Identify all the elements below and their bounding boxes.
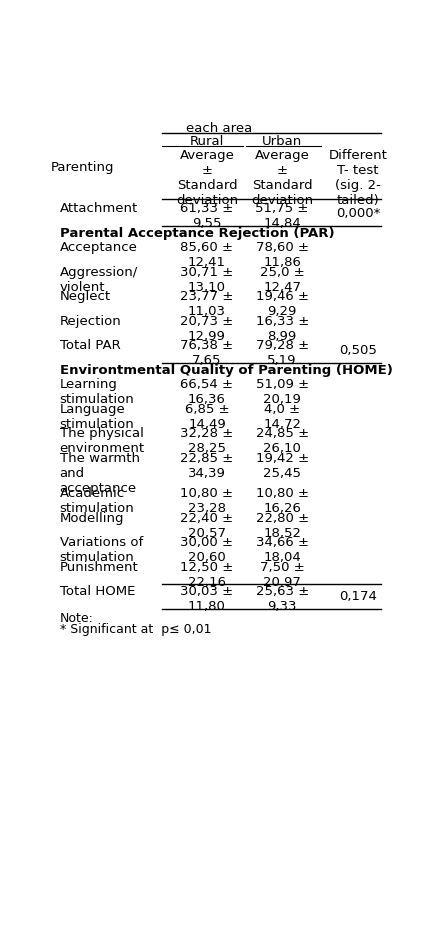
Text: 19,42 ±
25,45: 19,42 ± 25,45 bbox=[256, 452, 309, 480]
Text: Urban: Urban bbox=[262, 136, 302, 149]
Text: 4,0 ±
14,72: 4,0 ± 14,72 bbox=[263, 402, 301, 431]
Text: Total PAR: Total PAR bbox=[59, 340, 120, 353]
Text: 24,85 ±
26,10: 24,85 ± 26,10 bbox=[256, 427, 309, 455]
Text: 12,50 ±
22,16: 12,50 ± 22,16 bbox=[180, 561, 234, 589]
Text: 34,66 ±
18,04: 34,66 ± 18,04 bbox=[256, 536, 309, 564]
Text: * Significant at  p≤ 0,01: * Significant at p≤ 0,01 bbox=[59, 623, 211, 636]
Text: Acceptance: Acceptance bbox=[59, 241, 137, 254]
Text: Rural: Rural bbox=[190, 136, 224, 149]
Text: 51,09 ±
20,19: 51,09 ± 20,19 bbox=[256, 378, 309, 406]
Text: Different
T- test
(sig. 2-
tailed): Different T- test (sig. 2- tailed) bbox=[329, 149, 387, 207]
Text: 22,80 ±
18,52: 22,80 ± 18,52 bbox=[256, 512, 309, 539]
Text: 16,33 ±
8,99: 16,33 ± 8,99 bbox=[256, 314, 309, 343]
Text: 30,71 ±
13,10: 30,71 ± 13,10 bbox=[180, 266, 234, 294]
Text: 10,80 ±
16,26: 10,80 ± 16,26 bbox=[256, 487, 309, 515]
Text: Total HOME: Total HOME bbox=[59, 586, 135, 598]
Text: 25,63 ±
9,33: 25,63 ± 9,33 bbox=[256, 586, 309, 613]
Text: 25,0 ±
12,47: 25,0 ± 12,47 bbox=[260, 266, 304, 294]
Text: Neglect: Neglect bbox=[59, 290, 111, 303]
Text: The physical
environment: The physical environment bbox=[59, 427, 145, 455]
Text: Language
stimulation: Language stimulation bbox=[59, 402, 134, 431]
Text: Rejection: Rejection bbox=[59, 314, 122, 328]
Text: Academic
stimulation: Academic stimulation bbox=[59, 487, 134, 515]
Text: Average
±
Standard
deviation: Average ± Standard deviation bbox=[176, 149, 238, 207]
Text: Modelling: Modelling bbox=[59, 512, 124, 524]
Text: 6,85 ±
14,49: 6,85 ± 14,49 bbox=[184, 402, 229, 431]
Text: 30,00 ±
20,60: 30,00 ± 20,60 bbox=[181, 536, 233, 564]
Text: 85,60 ±
12,41: 85,60 ± 12,41 bbox=[181, 241, 233, 269]
Text: 76,38 ±
7,65: 76,38 ± 7,65 bbox=[180, 340, 234, 368]
Text: 22,40 ±
20,57: 22,40 ± 20,57 bbox=[180, 512, 234, 539]
Text: 0,000*: 0,000* bbox=[336, 207, 380, 220]
Text: 23,77 ±
11,03: 23,77 ± 11,03 bbox=[180, 290, 234, 318]
Text: 61,33 ±
9,55: 61,33 ± 9,55 bbox=[180, 202, 234, 230]
Text: Parenting: Parenting bbox=[51, 161, 115, 174]
Text: Variations of
stimulation: Variations of stimulation bbox=[59, 536, 143, 564]
Text: 79,28 ±
5,19: 79,28 ± 5,19 bbox=[256, 340, 309, 368]
Text: 51,75 ±
14,84: 51,75 ± 14,84 bbox=[256, 202, 309, 230]
Text: 66,54 ±
16,36: 66,54 ± 16,36 bbox=[181, 378, 233, 406]
Text: Parental Acceptance Rejection (PAR): Parental Acceptance Rejection (PAR) bbox=[59, 227, 334, 240]
Text: each area: each area bbox=[186, 122, 253, 135]
Text: Environtmental Quality of Parenting (HOME): Environtmental Quality of Parenting (HOM… bbox=[59, 364, 392, 377]
Text: Punishment: Punishment bbox=[59, 561, 138, 574]
Text: Attachment: Attachment bbox=[59, 202, 138, 215]
Text: Average
±
Standard
deviation: Average ± Standard deviation bbox=[251, 149, 313, 207]
Text: 7,50 ±
20,97: 7,50 ± 20,97 bbox=[260, 561, 304, 589]
Text: Aggression/
violent: Aggression/ violent bbox=[59, 266, 138, 294]
Text: 78,60 ±
11,86: 78,60 ± 11,86 bbox=[256, 241, 309, 269]
Text: 0,174: 0,174 bbox=[339, 590, 377, 603]
Text: Note:: Note: bbox=[59, 612, 94, 625]
Text: 19,46 ±
9,29: 19,46 ± 9,29 bbox=[256, 290, 309, 318]
Text: 0,505: 0,505 bbox=[339, 344, 377, 357]
Text: 22,85 ±
34,39: 22,85 ± 34,39 bbox=[180, 452, 234, 480]
Text: 10,80 ±
23,28: 10,80 ± 23,28 bbox=[181, 487, 233, 515]
Text: The warmth
and
acceptance: The warmth and acceptance bbox=[59, 452, 140, 495]
Text: 20,73 ±
12,99: 20,73 ± 12,99 bbox=[180, 314, 234, 343]
Text: 32,28 ±
28,25: 32,28 ± 28,25 bbox=[180, 427, 234, 455]
Text: 30,03 ±
11,80: 30,03 ± 11,80 bbox=[180, 586, 234, 613]
Text: Learning
stimulation: Learning stimulation bbox=[59, 378, 134, 406]
